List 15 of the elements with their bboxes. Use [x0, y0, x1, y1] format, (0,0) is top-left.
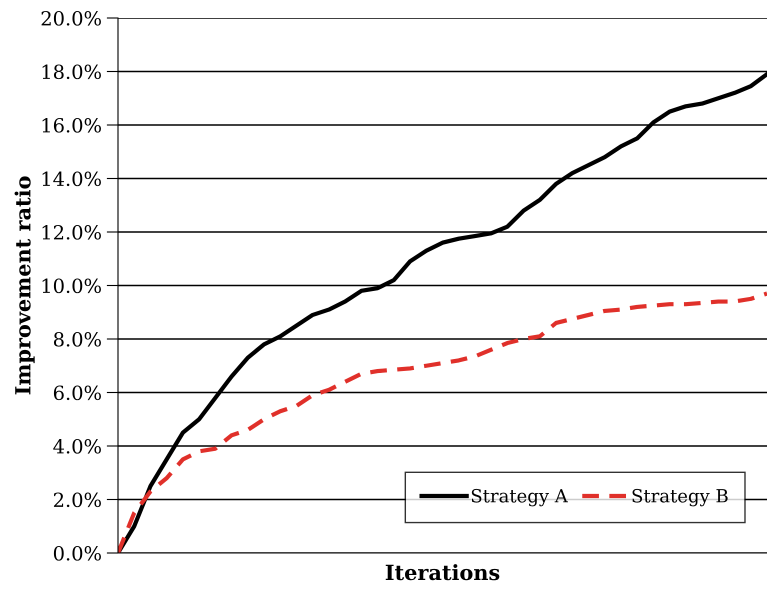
y-axis-title: Improvement ratio [14, 176, 35, 394]
y-tick-label: 8.0% [54, 332, 101, 347]
y-tick-label: 20.0% [42, 10, 101, 26]
x-axis-title: Iterations [386, 564, 500, 580]
y-tick-label: 14.0% [42, 171, 101, 186]
y-tick-label: 0.0% [54, 546, 101, 561]
legend-label: Strategy B [632, 488, 728, 506]
y-tick-label: 16.0% [42, 118, 101, 133]
y-tick-label: 12.0% [42, 224, 101, 240]
y-tick-label: 18.0% [42, 64, 101, 80]
y-tick-label: 2.0% [54, 492, 101, 508]
y-tick-label: 10.0% [42, 278, 101, 294]
y-tick-label: 6.0% [54, 385, 101, 400]
legend-label: Strategy A [472, 488, 568, 506]
y-tick-label: 4.0% [53, 438, 101, 454]
